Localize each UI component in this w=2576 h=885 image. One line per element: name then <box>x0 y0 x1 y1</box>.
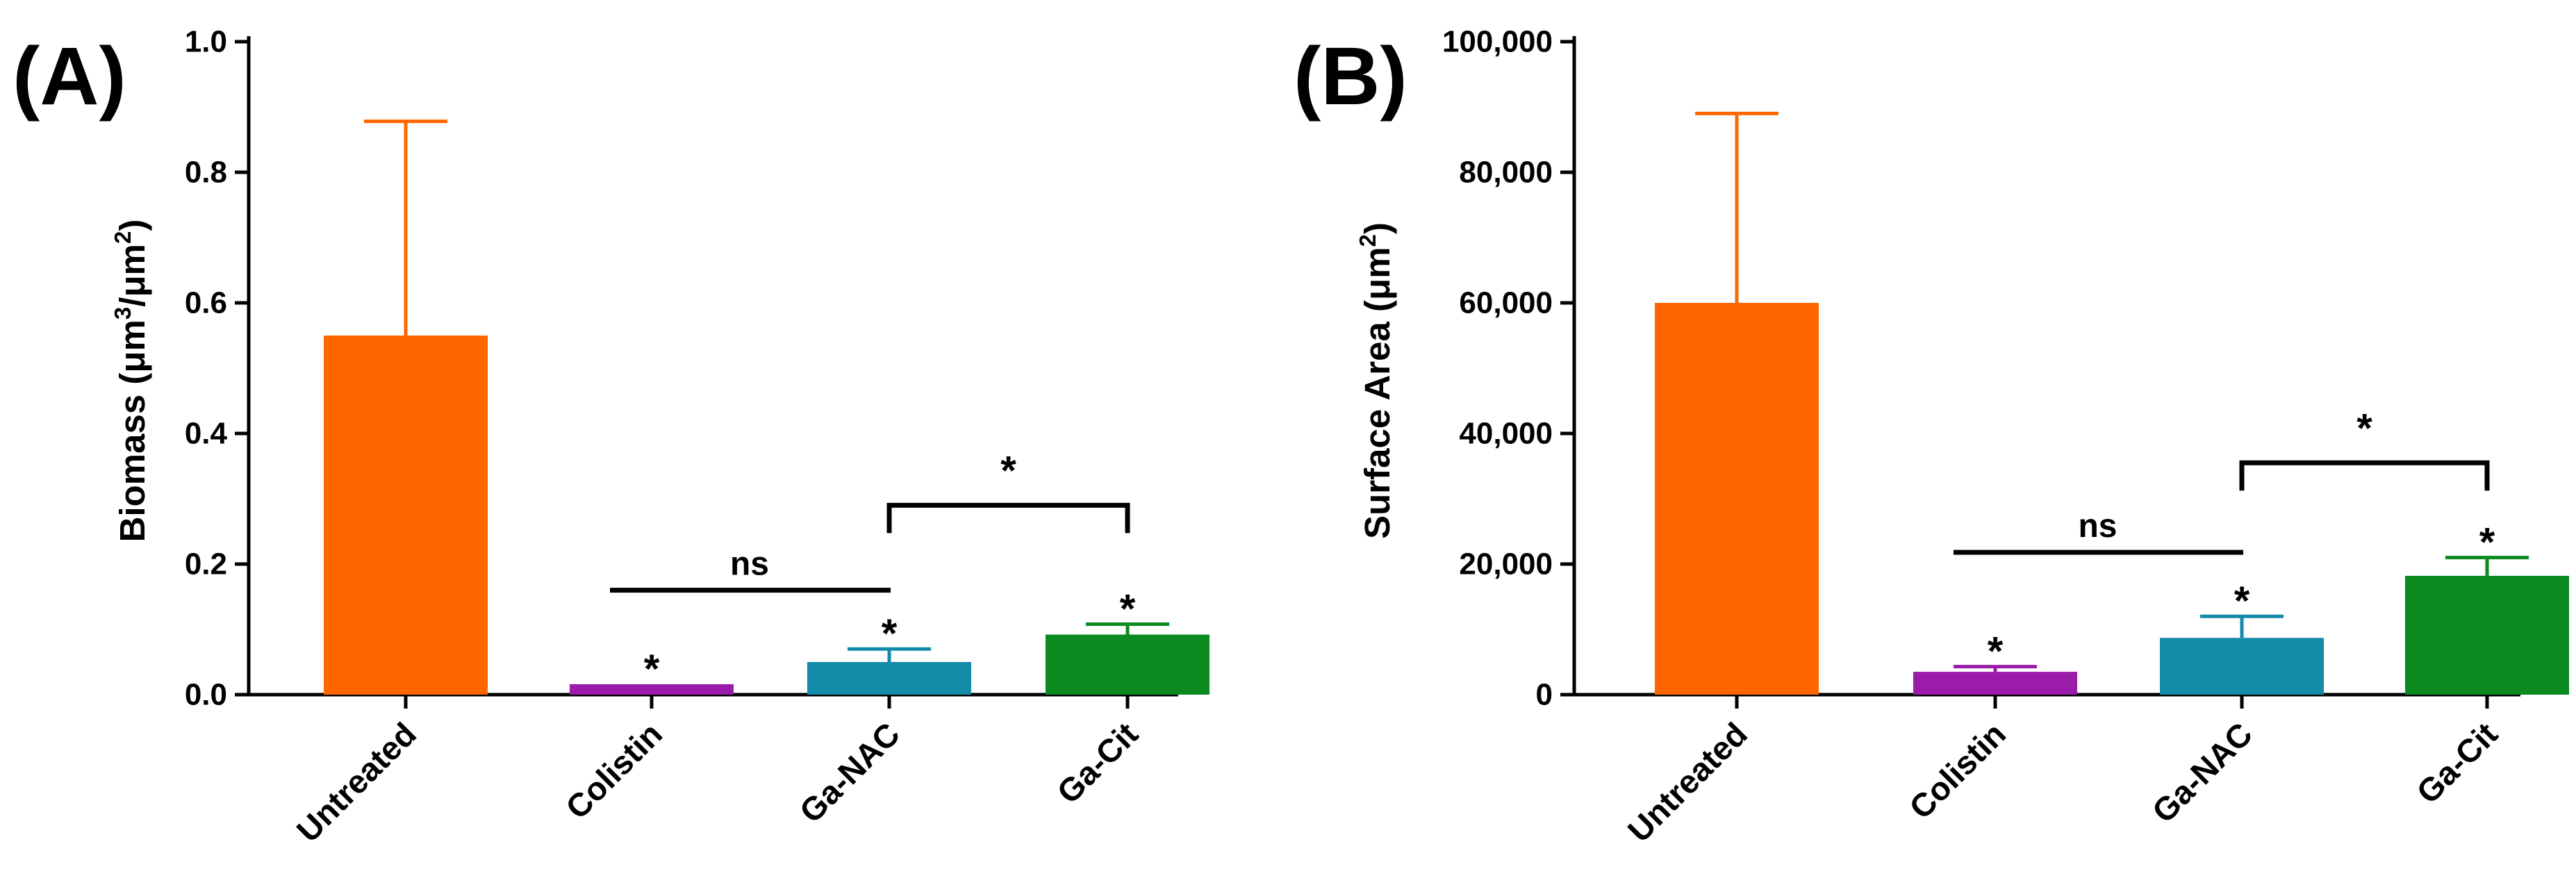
panel-a-bar-group-untreated: Untreated <box>289 119 488 850</box>
panel-a-y-tick-label-5: 1.0 <box>185 25 227 59</box>
panel-a-bar-colistin <box>570 684 734 695</box>
panel-a-y-tick-label-1: 0.2 <box>185 547 227 581</box>
panel-a-comparison-ns: ns <box>610 546 891 593</box>
panel-a-significance-star-ga-nac: * <box>882 611 898 656</box>
panel-a-bar-group-ga-nac: * Ga-NAC <box>792 611 971 829</box>
panel-b-bar-group-untreated: Untreated <box>1620 111 1819 850</box>
panel-a-y-tick-label-0: 0.0 <box>185 678 227 712</box>
panel-a-y-tick-label-3: 0.6 <box>185 286 227 320</box>
panel-a-significance-star-colistin: * <box>644 647 660 692</box>
panel-b-bar-group-ga-nac: * Ga-NAC <box>2145 579 2324 829</box>
panel-a-comparison-label-ns: ns <box>730 546 769 583</box>
panel-b-significance-star-ga-cit: * <box>2479 520 2495 565</box>
panel-a-bar-group-ga-cit: * Ga-Cit <box>1046 586 1209 811</box>
panel-b-bar-untreated <box>1655 303 1819 695</box>
panel-a-y-tick-label-4: 0.8 <box>185 156 227 190</box>
panel-a-category-label-untreated: Untreated <box>289 716 423 850</box>
panel-b-y-tick-label-0: 0 <box>1536 678 1553 712</box>
panel-b-letter: (B) <box>1294 31 1407 122</box>
panel-b-bar-group-ga-cit: * Ga-Cit <box>2405 520 2569 811</box>
panel-a-category-label-ga-nac: Ga-NAC <box>792 716 907 830</box>
panel-a-bar-group-colistin: * Colistin <box>559 647 734 826</box>
panel-a-comparison-star: * <box>886 448 1130 534</box>
panel-b-comparison-label-star: * <box>2356 406 2372 451</box>
panel-a-bar-ga-nac <box>807 662 971 695</box>
panel-a-y-tick-label-2: 0.4 <box>185 417 228 451</box>
panel-a-bar-untreated <box>324 336 488 695</box>
panel-b-y-tick-label-5: 100,000 <box>1442 25 1553 59</box>
panel-b-bar-group-colistin: * Colistin <box>1902 629 2077 826</box>
panel-a-comparison-label-star: * <box>1000 448 1016 493</box>
panel-b-y-tick-label-3: 60,000 <box>1459 286 1553 320</box>
panel-b-significance-star-colistin: * <box>1988 629 2004 675</box>
panel-b-significance-star-ga-nac: * <box>2234 579 2250 624</box>
panel-a-bar-ga-cit <box>1046 634 1209 695</box>
panel-a-significance-star-ga-cit: * <box>1120 586 1136 631</box>
panel-b-bar-colistin <box>1913 672 2077 695</box>
panel-b: (B) Surface Area (μm2) 0 20,000 40,000 6… <box>1294 25 2569 850</box>
panel-b-bar-ga-nac <box>2160 638 2324 695</box>
panel-b-bar-ga-cit <box>2405 575 2569 695</box>
panel-b-comparison-label-ns: ns <box>2078 508 2117 545</box>
panel-b-y-axis-title: Surface Area (μm2) <box>1355 222 1397 539</box>
panel-a: (A) Biomass (μm3/μm2) 0.0 0.2 0.4 0.6 0.… <box>13 25 1209 850</box>
panel-a-category-label-colistin: Colistin <box>559 716 669 826</box>
panel-b-comparison-ns: ns <box>1954 508 2243 555</box>
panel-a-y-axis-title: Biomass (μm3/μm2) <box>110 220 152 543</box>
panel-b-category-label-untreated: Untreated <box>1620 716 1754 850</box>
panel-b-y-tick-label-2: 40,000 <box>1459 417 1553 451</box>
panel-b-category-label-ga-nac: Ga-NAC <box>2145 716 2259 830</box>
panel-b-y-tick-label-4: 80,000 <box>1459 156 1553 190</box>
panel-b-category-label-colistin: Colistin <box>1902 716 2013 826</box>
panel-b-comparison-star: * <box>2239 406 2490 491</box>
panel-b-comparison-bracket-star <box>2239 460 2490 491</box>
panel-a-letter: (A) <box>13 31 126 122</box>
panel-b-y-tick-label-1: 20,000 <box>1459 547 1553 581</box>
panel-b-category-label-ga-cit: Ga-Cit <box>2409 715 2504 810</box>
panel-a-category-label-ga-cit: Ga-Cit <box>1050 715 1145 810</box>
panel-a-comparison-bracket-star <box>886 502 1130 534</box>
